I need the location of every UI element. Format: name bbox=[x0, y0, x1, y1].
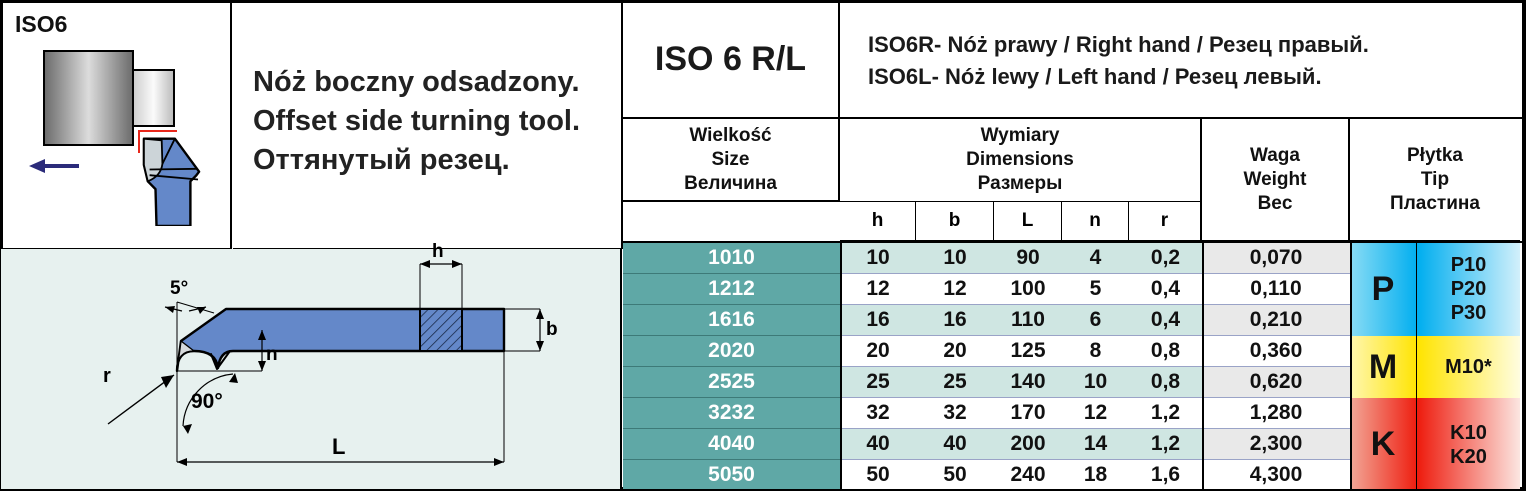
svg-text:r: r bbox=[103, 365, 111, 387]
svg-text:n: n bbox=[266, 344, 278, 365]
svg-text:L: L bbox=[332, 434, 345, 459]
svg-text:b: b bbox=[546, 319, 558, 340]
svg-text:5°: 5° bbox=[170, 278, 188, 299]
svg-text:h: h bbox=[432, 242, 444, 262]
svg-text:90°: 90° bbox=[191, 390, 223, 413]
